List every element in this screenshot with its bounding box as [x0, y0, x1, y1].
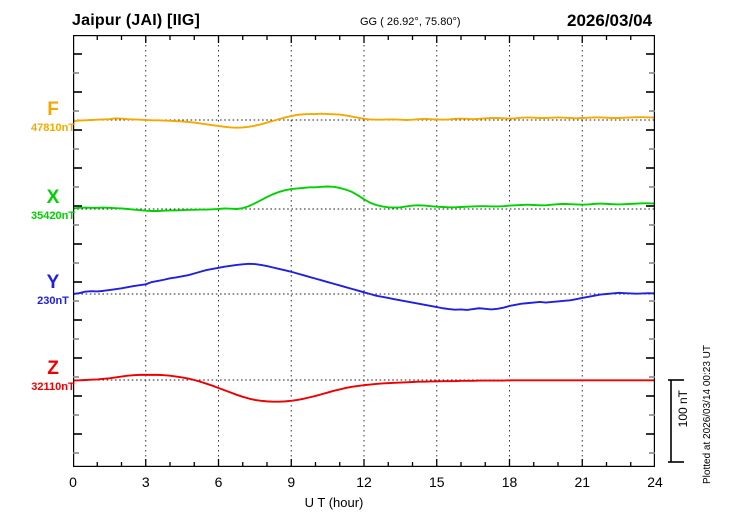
- component-symbol-z: Z: [47, 358, 59, 379]
- x-tick-label: 18: [501, 474, 518, 490]
- plotted-at-timestamp: Plotted at 2026/03/14 00:23 UT: [702, 345, 713, 484]
- x-axis-title-text: U T (hour): [304, 495, 364, 510]
- x-tick-label: 21: [574, 474, 591, 490]
- component-symbol-x: X: [46, 187, 60, 208]
- component-symbol-y: Y: [46, 272, 60, 293]
- x-tick-label: 9: [287, 474, 296, 490]
- scale-bar-label: 100 nT: [676, 390, 690, 428]
- component-label-y: Y 230nT: [22, 273, 84, 308]
- component-symbol-f: F: [47, 99, 59, 120]
- component-baseline-x: 35420nT: [30, 210, 76, 222]
- x-tick-label: 12: [356, 474, 372, 490]
- component-label-z: Z 32110nT: [22, 359, 84, 394]
- magnetogram-plot: [73, 35, 655, 467]
- x-tick-label: 24: [647, 474, 663, 490]
- station-title: Jaipur (JAI) [IIG]: [72, 12, 201, 29]
- component-baseline-f: 47810nT: [30, 122, 76, 134]
- x-tick-label: 0: [69, 474, 77, 490]
- plot-canvas: [73, 35, 655, 467]
- geographic-coordinates: GG ( 26.92°, 75.80°): [360, 16, 461, 28]
- trace-z: [73, 373, 655, 403]
- trace-f: [73, 112, 655, 129]
- observation-date: 2026/03/04: [567, 11, 653, 30]
- x-tick-label: 3: [141, 474, 150, 490]
- component-label-x: X 35420nT: [22, 188, 84, 223]
- component-baseline-y: 230nT: [37, 295, 69, 307]
- x-tick-label: 15: [428, 474, 445, 490]
- scale-bar-icon: [668, 379, 684, 463]
- x-tick-label: 6: [214, 474, 223, 490]
- component-label-f: F 47810nT: [22, 100, 84, 135]
- x-axis-title: U T (hour): [0, 495, 730, 510]
- component-baseline-z: 32110nT: [31, 381, 75, 393]
- trace-y: [73, 262, 655, 311]
- trace-x: [73, 185, 655, 212]
